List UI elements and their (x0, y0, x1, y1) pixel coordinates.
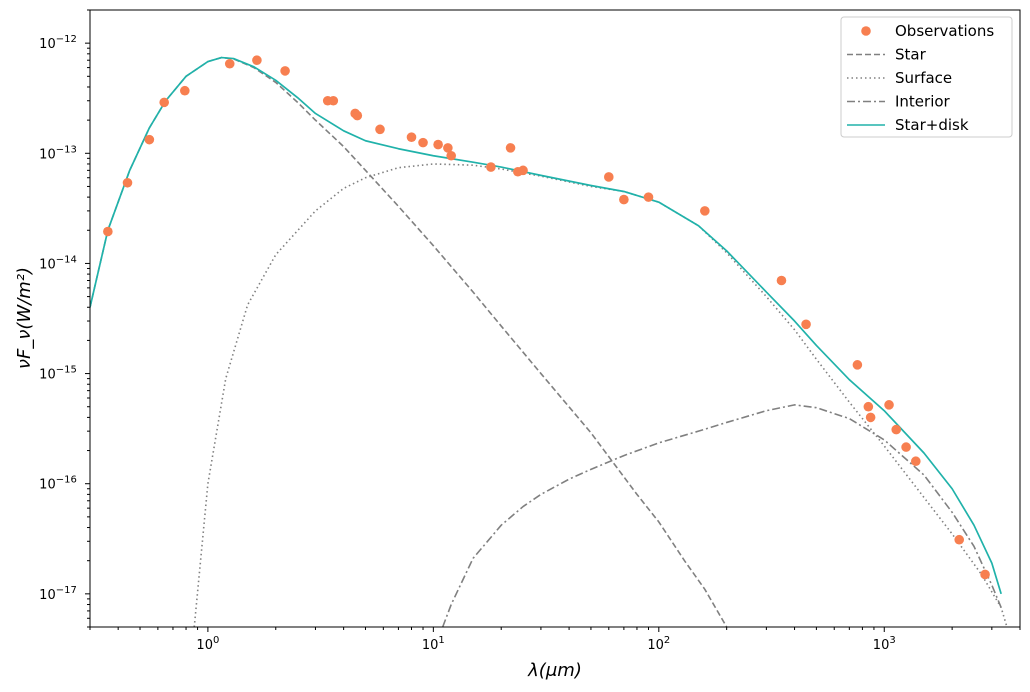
observation-point (144, 134, 155, 145)
observation-point (224, 58, 235, 69)
legend-label-star: Star (895, 46, 927, 64)
observation-point (891, 424, 902, 435)
observation-point (518, 165, 528, 176)
observation-point (446, 150, 457, 161)
observation-point (901, 442, 911, 452)
x-tick-label: 100 (196, 635, 219, 653)
observation-point (505, 143, 516, 153)
y-tick-label: 10−13 (39, 144, 77, 162)
observation-point (433, 139, 443, 150)
legend-marker-observations (861, 26, 871, 36)
series-line-star-disk (90, 56, 1002, 595)
y-tick-label: 10−15 (39, 365, 77, 383)
legend-box (840, 16, 1013, 138)
y-axis-title: νF_ν(W/m²) (14, 267, 35, 369)
observation-point (700, 206, 710, 216)
legend-label-star-disk: Star+disk (895, 116, 969, 134)
legend-label-observations: Observations (895, 22, 994, 40)
x-tick-label: 103 (873, 635, 896, 653)
plot-frame (89, 9, 1021, 628)
observation-point (776, 275, 787, 286)
y-tick-label: 10−12 (39, 34, 77, 52)
observation-point (375, 124, 385, 135)
x-tick-label: 101 (422, 635, 445, 653)
observation-point (884, 400, 894, 410)
y-tick-label: 10−16 (39, 475, 77, 493)
y-tick-label: 10−14 (39, 254, 77, 272)
y-tick-label: 10−17 (39, 585, 77, 603)
legend: Observations Star Surface Interior Star+disk (840, 16, 1013, 138)
observation-point (980, 569, 990, 580)
tick-layer: 100 101 102 103 10−17 10−16 10−15 10−14 10−13 10−… (39, 9, 1021, 653)
series-line-surface (193, 163, 1008, 627)
series-layer (90, 55, 1008, 627)
observation-point (486, 162, 496, 172)
observation-point (328, 95, 339, 106)
x-tick-label: 102 (647, 635, 670, 653)
observation-point (911, 456, 921, 467)
legend-label-interior: Interior (895, 93, 951, 111)
observation-point (406, 132, 417, 142)
observation-point (619, 194, 629, 205)
observation-point (352, 110, 363, 121)
observation-point (863, 401, 874, 412)
observation-point (603, 172, 614, 182)
observation-point (180, 85, 190, 96)
observation-point (280, 66, 290, 76)
observation-point (252, 55, 262, 66)
observation-point (103, 226, 113, 237)
observation-point (801, 319, 811, 330)
observation-point (643, 192, 654, 202)
observation-point (159, 97, 169, 108)
observation-point (865, 412, 876, 423)
observation-point (122, 177, 133, 188)
series-line-interior (441, 404, 1002, 627)
observation-point (443, 143, 453, 153)
x-axis-title: λ(μm) (527, 660, 582, 681)
observation-point (852, 360, 863, 370)
legend-label-surface: Surface (895, 69, 952, 87)
observation-point (954, 534, 965, 545)
observation-point (418, 137, 428, 148)
